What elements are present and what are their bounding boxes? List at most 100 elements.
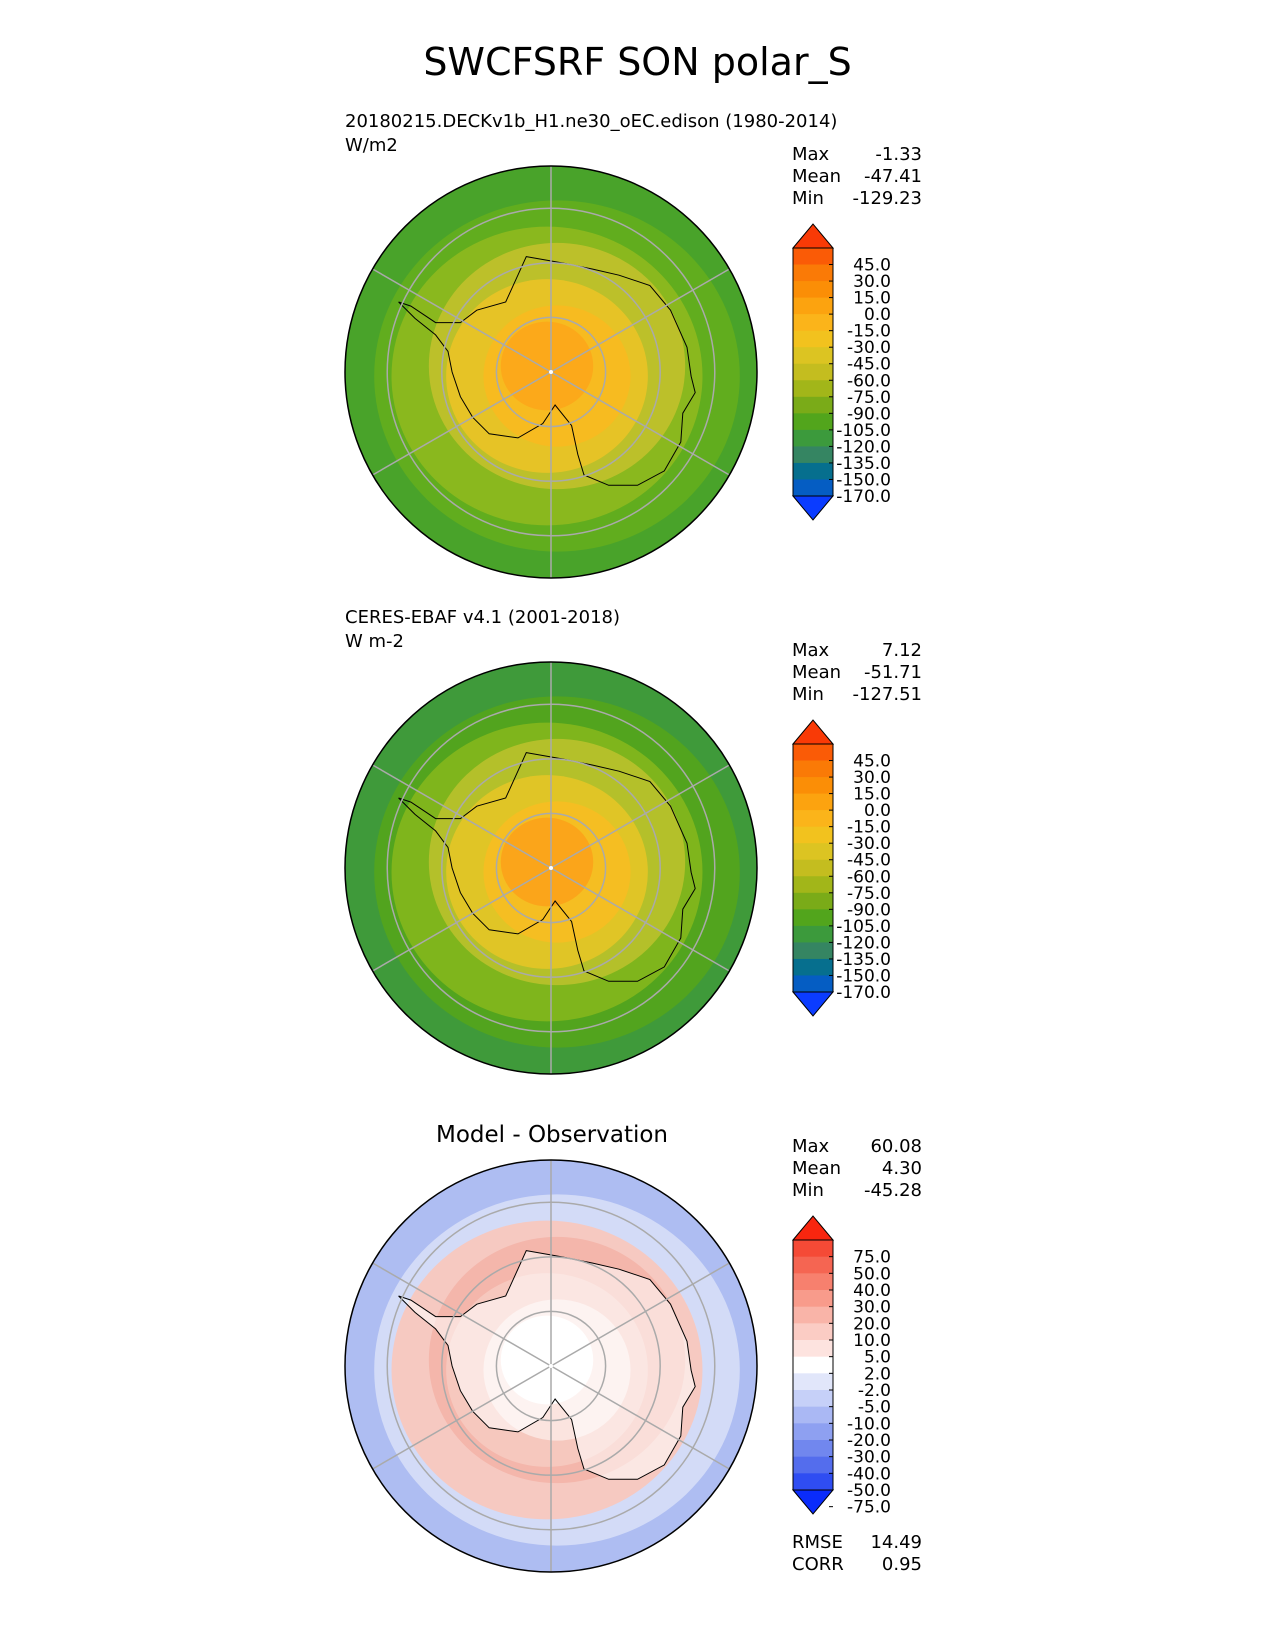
colorbar-tick-label: -2.0 xyxy=(858,1381,891,1401)
colorbar-segment xyxy=(793,975,833,993)
meridian-line xyxy=(550,1262,730,1367)
colorbar-tick-label: 15.0 xyxy=(853,785,891,805)
field-bands xyxy=(345,1160,757,1572)
colorbar-segment xyxy=(793,793,833,811)
colorbar-segment xyxy=(793,826,833,844)
colorbar-tick-label: -50.0 xyxy=(847,1481,891,1501)
panel-3-title: Model - Observation xyxy=(435,1122,669,1148)
colorbar-tick-label: -90.0 xyxy=(847,900,891,920)
polar-map-panel-1: 45.030.015.00.0-15.0-30.0-45.0-60.0-75.0… xyxy=(344,165,891,579)
panel-1-stats: Max -1.33 Mean -47.41 Min -129.23 xyxy=(792,144,922,210)
colorbar-tick-label: 0.0 xyxy=(864,801,891,821)
colorbar-tick-label: -75.0 xyxy=(847,884,891,904)
colorbar-tick-label: -60.0 xyxy=(847,867,891,887)
colorbar-tick-label: 20.0 xyxy=(853,1314,891,1334)
colorbar-segment xyxy=(793,314,833,332)
colorbar-tick-label: -105.0 xyxy=(836,917,891,937)
colorbar-tick-label: 45.0 xyxy=(853,256,891,276)
colorbar-segment xyxy=(793,1373,833,1391)
meridian-line xyxy=(372,371,552,476)
stat-min-value: -45.28 xyxy=(863,1180,922,1201)
colorbar-segment xyxy=(793,1423,833,1441)
pole-point xyxy=(549,1364,553,1368)
colorbar-segment xyxy=(793,1356,833,1374)
panel-2-name: CERES-EBAF v4.1 (2001-2018) xyxy=(345,607,621,628)
panel-1-name: 20180215.DECKv1b_H1.ne30_oEC.edison (198… xyxy=(345,111,838,132)
rmse-value: 14.49 xyxy=(870,1532,922,1553)
colorbar-segment xyxy=(793,380,833,398)
colorbar-tick-label: -75.0 xyxy=(847,388,891,408)
colorbar-segment xyxy=(793,479,833,497)
stat-min-value: -127.51 xyxy=(852,684,922,705)
map-boundary xyxy=(344,1159,758,1573)
colorbar-segment xyxy=(793,1390,833,1408)
colorbar-segment xyxy=(793,1240,833,1258)
stat-max-value: -1.33 xyxy=(875,144,922,165)
colorbar-extend-min xyxy=(791,1489,835,1515)
stat-mean-value: 4.30 xyxy=(881,1158,922,1179)
colorbar-tick-label: 30.0 xyxy=(853,272,891,292)
polar-map-panel-3: 75.050.040.030.020.010.05.02.0-2.0-5.0-1… xyxy=(344,1159,891,1573)
colorbar-segment xyxy=(793,1340,833,1358)
stat-max-value: 60.08 xyxy=(870,1136,922,1157)
colorbar-tick-label: -15.0 xyxy=(847,322,891,342)
colorbar: 75.050.040.030.020.010.05.02.0-2.0-5.0-1… xyxy=(791,1215,891,1518)
colorbar-segment xyxy=(793,462,833,480)
field-bands xyxy=(345,662,757,1074)
meridian-line xyxy=(550,1365,730,1470)
colorbar-frame xyxy=(792,1239,834,1491)
colorbar-segment xyxy=(793,810,833,828)
polar-map-panel-2: 45.030.015.00.0-15.0-30.0-45.0-60.0-75.0… xyxy=(344,661,891,1075)
stat-mean-value: -51.71 xyxy=(863,662,922,683)
stat-min-label: Min xyxy=(792,1180,824,1201)
colorbar-segment xyxy=(793,892,833,910)
coastline xyxy=(398,1250,696,1480)
stat-min-value: -129.23 xyxy=(852,188,922,209)
colorbar-segment xyxy=(793,958,833,976)
colorbar-tick-label: 40.0 xyxy=(853,1281,891,1301)
colorbar-tick-label: -40.0 xyxy=(847,1464,891,1484)
figure-title: SWCFSRF SON polar_S xyxy=(423,40,852,84)
colorbar-tick-label: -5.0 xyxy=(858,1398,891,1418)
colorbar-segment xyxy=(793,1456,833,1474)
colorbar-segment xyxy=(793,413,833,431)
colorbar-tick-label: -30.0 xyxy=(847,1448,891,1468)
colorbar-segment xyxy=(793,396,833,414)
colorbar-tick-label: 45.0 xyxy=(853,752,891,772)
meridian-line xyxy=(550,764,730,869)
colorbar-extend-min xyxy=(791,991,835,1017)
colorbar: 45.030.015.00.0-15.0-30.0-45.0-60.0-75.0… xyxy=(791,223,891,521)
meridian-line xyxy=(550,268,730,373)
colorbar-segment xyxy=(793,264,833,282)
colorbar-segment xyxy=(793,330,833,348)
panel-2-units: W m-2 xyxy=(345,631,405,652)
meridian-line xyxy=(550,371,730,476)
colorbar-segment xyxy=(793,446,833,464)
colorbar-tick-label: -75.0 xyxy=(847,1498,891,1518)
colorbar-segment xyxy=(793,859,833,877)
colorbar-frame xyxy=(792,743,834,993)
colorbar-segment xyxy=(793,925,833,943)
colorbar-segment xyxy=(793,1406,833,1424)
colorbar-tick-label: -120.0 xyxy=(836,933,891,953)
stat-max-label: Max xyxy=(792,144,830,165)
colorbar-tick-label: -90.0 xyxy=(847,404,891,424)
colorbar-tick-label: -15.0 xyxy=(847,818,891,838)
colorbar-segment xyxy=(793,1273,833,1291)
stat-mean-label: Mean xyxy=(792,1158,842,1179)
stat-mean-label: Mean xyxy=(792,166,842,187)
colorbar-tick-label: -170.0 xyxy=(836,983,891,1003)
colorbar-segment xyxy=(793,281,833,299)
colorbar-extend-max xyxy=(791,1215,835,1241)
panel-3-stats: Max 60.08 Mean 4.30 Min -45.28 xyxy=(792,1136,922,1202)
colorbar-tick-label: 30.0 xyxy=(853,1298,891,1318)
colorbar-tick-label: -10.0 xyxy=(847,1414,891,1434)
colorbar-extend-max xyxy=(791,719,835,745)
colorbar-segment xyxy=(793,760,833,778)
colorbar-frame xyxy=(792,247,834,497)
colorbar-segment xyxy=(793,1290,833,1308)
colorbar-segment xyxy=(793,429,833,447)
panel-2-stats: Max 7.12 Mean -51.71 Min -127.51 xyxy=(792,640,922,706)
colorbar-tick-label: 75.0 xyxy=(853,1248,891,1268)
